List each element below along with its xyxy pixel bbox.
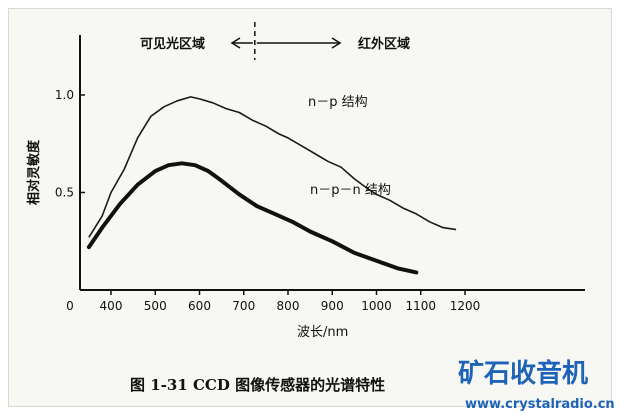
series-layer — [86, 96, 457, 275]
watermark-url: www.crystalradio.cn — [465, 397, 615, 412]
x-tick-label-0: 0 — [66, 299, 74, 313]
x-tick-label-700: 700 — [232, 299, 255, 313]
watermark-logo-text: 矿石收音机 — [458, 358, 588, 389]
series-label-npn: n－p－n 结构 — [310, 183, 391, 198]
x-axis-label: 波长/nm — [297, 325, 348, 340]
x-tick-label-900: 900 — [321, 299, 344, 313]
infrared-region-label: 红外区域 — [358, 36, 410, 52]
x-tick-label-600: 600 — [188, 299, 211, 313]
series-line-np — [88, 96, 457, 238]
x-tick-label-1000: 1000 — [361, 299, 392, 313]
axis-ticks: 0 400 500 600 700 800 900 1000 1100 1200 0.5 1.0 — [55, 88, 480, 313]
series-label-np: n－p 结构 — [308, 95, 368, 110]
y-tick-label-1.0: 1.0 — [55, 88, 74, 102]
figure-caption: 图 1-31 CCD 图像传感器的光谱特性 — [130, 376, 385, 394]
figure-frame — [8, 8, 612, 407]
y-axis-label: 相对灵敏度 — [26, 139, 42, 205]
visible-region-label: 可见光区域 — [140, 36, 205, 52]
x-tick-label-1200: 1200 — [450, 299, 481, 313]
series-line-npn — [86, 161, 419, 275]
x-tick-label-800: 800 — [277, 299, 300, 313]
y-tick-label-0.5: 0.5 — [55, 186, 74, 200]
x-tick-label-1100: 1100 — [405, 299, 436, 313]
left-arrowhead — [230, 37, 241, 49]
x-tick-label-400: 400 — [100, 299, 123, 313]
right-arrowhead — [331, 37, 342, 49]
region-divider — [230, 22, 342, 60]
x-tick-label-500: 500 — [144, 299, 167, 313]
